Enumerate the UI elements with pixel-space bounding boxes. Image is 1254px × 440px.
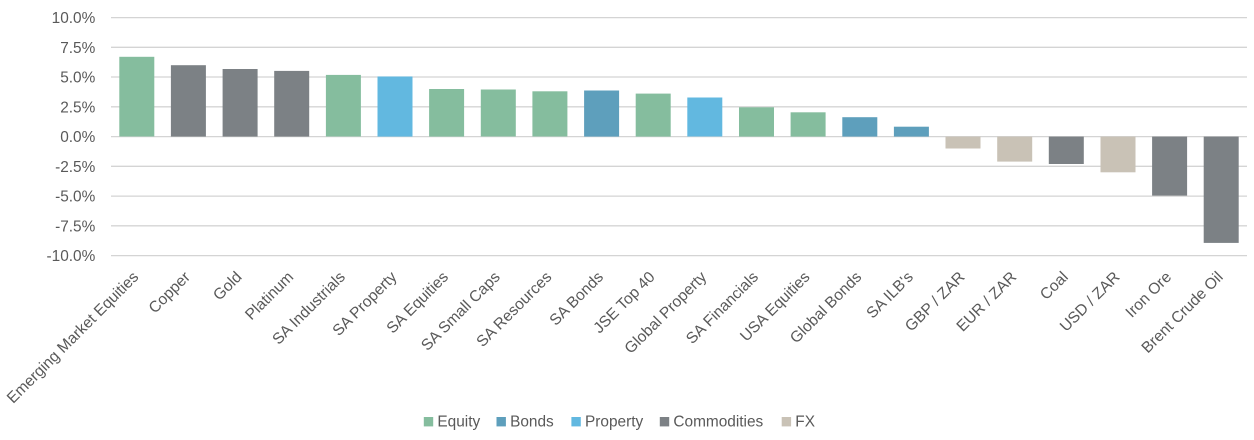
svg-text:0.0%: 0.0% [60, 129, 95, 146]
svg-text:Bonds: Bonds [510, 414, 554, 431]
svg-text:Equity: Equity [437, 414, 480, 431]
svg-text:7.5%: 7.5% [60, 40, 95, 57]
svg-text:2.5%: 2.5% [60, 99, 95, 116]
svg-text:10.0%: 10.0% [52, 10, 96, 27]
svg-text:-10.0%: -10.0% [47, 248, 96, 265]
svg-text:FX: FX [795, 414, 815, 431]
svg-text:-7.5%: -7.5% [55, 218, 96, 235]
svg-text:5.0%: 5.0% [60, 70, 95, 87]
svg-text:Commodities: Commodities [673, 414, 763, 431]
svg-text:-5.0%: -5.0% [55, 189, 96, 206]
svg-text:Property: Property [585, 414, 643, 431]
svg-text:-2.5%: -2.5% [55, 159, 96, 176]
